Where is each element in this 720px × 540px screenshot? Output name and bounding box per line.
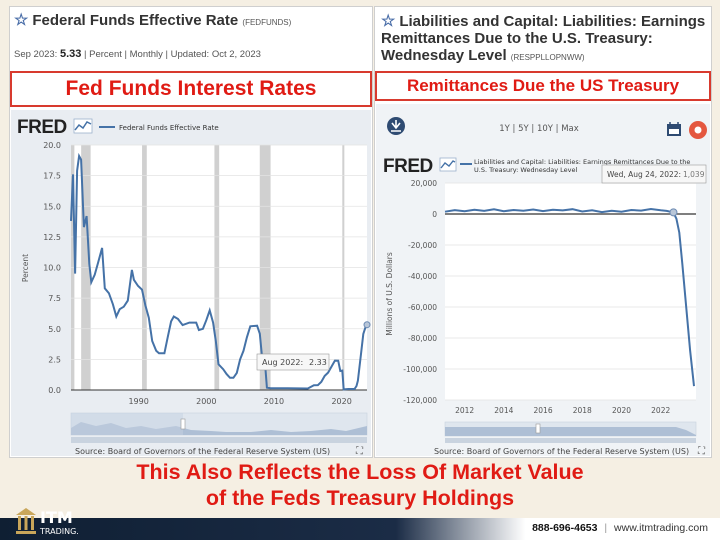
series-line-fedfunds	[70, 152, 368, 391]
range-buttons[interactable]: 1Y | 5Y | 10Y | Max	[499, 124, 579, 134]
navigator-handle[interactable]	[180, 418, 186, 430]
navigator-handle[interactable]	[535, 423, 541, 434]
x-tick-label: 1990	[128, 397, 148, 406]
caption-line-2: of the Feds Treasury Holdings	[205, 486, 515, 510]
x-tick-label: 2010	[264, 397, 284, 406]
meta-date: Sep 2023:	[14, 49, 58, 60]
tooltip: Aug 2022: 2.33	[256, 353, 330, 371]
x-tick-label: 2012	[455, 406, 474, 415]
tooltip-value: 2.33	[309, 358, 327, 367]
series-line-remittances	[444, 207, 695, 387]
y-axis-label: Percent	[21, 254, 30, 282]
plot-background	[445, 183, 696, 400]
tooltip-label: Aug 2022:	[262, 358, 303, 367]
y-tick-label: 0.0	[48, 386, 61, 395]
remittances-panel: ☆ Liabilities and Capital: Liabilities: E…	[374, 6, 712, 458]
navigator-scrollbar[interactable]	[445, 438, 696, 443]
x-tick-label: 2016	[534, 406, 553, 415]
tooltip-value: 1,039	[683, 170, 705, 179]
series-code: (FEDFUNDS)	[242, 18, 292, 27]
star-icon[interactable]: ☆	[381, 13, 396, 30]
x-tick-label: 2022	[651, 406, 670, 415]
y-tick-label: -60,000	[408, 303, 437, 312]
source-text: Source: Board of Governors of the Federa…	[75, 447, 330, 456]
right-banner: Remittances Due the US Treasury	[375, 71, 711, 101]
itm-logo: ITM TRADING.	[16, 508, 79, 536]
contact-info: 888-696-4653 | www.itmtrading.com	[532, 522, 708, 534]
x-tick-label: 2014	[494, 406, 513, 415]
x-tick-label: 2020	[612, 406, 631, 415]
gear-icon[interactable]	[689, 121, 707, 139]
fedfunds-chart: FRED Federal Funds Effective Rate 20.0 17…	[17, 117, 371, 457]
contact-separator: |	[604, 522, 608, 534]
series-code: (RESPPLLOPNWW)	[510, 53, 585, 62]
y-tick-label: -40,000	[408, 272, 437, 281]
legend-box: Liabilities and Capital: Liabilities: Ea…	[474, 158, 691, 174]
x-tick-label: 2000	[196, 397, 216, 406]
y-tick-label: 12.5	[43, 233, 61, 242]
fedfunds-panel: ☆ Federal Funds Effective Rate (FEDFUNDS)…	[9, 6, 373, 458]
y-tick-label: -80,000	[408, 334, 437, 343]
y-tick-label: 2.5	[48, 355, 61, 364]
y-tick-label: 10.0	[43, 264, 61, 273]
y-axis-label: Millions of U.S. Dollars	[385, 252, 394, 336]
source-text: Source: Board of Governors of the Federa…	[434, 447, 689, 456]
fred-logo: FRED	[383, 156, 433, 177]
range-navigator[interactable]	[70, 412, 368, 443]
navigator-series	[445, 427, 696, 436]
calendar-icon[interactable]	[667, 122, 681, 136]
legend-label: Federal Funds Effective Rate	[119, 124, 219, 132]
navigator-scrollbar[interactable]	[71, 437, 367, 443]
phone-number[interactable]: 888-696-4653	[532, 522, 598, 534]
y-tick-label: 5.0	[48, 325, 61, 334]
series-meta: Sep 2023: 5.33 | Percent | Monthly | Upd…	[14, 48, 261, 60]
y-tick-label: -100,000	[403, 365, 437, 374]
tooltip: Wed, Aug 24, 2022: 1,039	[601, 164, 707, 184]
meta-value: 5.33	[59, 48, 82, 60]
star-icon[interactable]: ☆	[14, 12, 29, 29]
navigator-mask	[71, 413, 183, 435]
download-icon[interactable]	[387, 117, 405, 135]
fred-chart-icon	[73, 118, 93, 134]
meta-details: | Percent | Monthly | Updated: Oct 2, 20…	[84, 49, 261, 60]
left-banner: Fed Funds Interest Rates	[10, 71, 372, 107]
remittances-chart-area: 1Y | 5Y | 10Y | Max FRED Liabilities and…	[376, 104, 710, 457]
fullscreen-icon[interactable]: ⛶	[697, 446, 706, 457]
x-tick-label: 2018	[573, 406, 592, 415]
slide-caption: This Also Reflects the Loss Of Market Va…	[0, 459, 720, 511]
range-navigator[interactable]	[444, 421, 697, 443]
fullscreen-icon[interactable]: ⛶	[355, 446, 364, 457]
tooltip-marker	[669, 208, 678, 217]
series-title[interactable]: Federal Funds Effective Rate	[32, 12, 239, 29]
building-icon	[16, 508, 36, 534]
y-tick-label: 20.0	[43, 141, 61, 150]
y-tick-label: -20,000	[408, 241, 437, 250]
y-tick-label: 7.5	[48, 294, 61, 303]
y-tick-label: -120,000	[403, 396, 437, 405]
y-tick-label: 17.5	[43, 172, 61, 181]
legend-label: Liabilities and Capital: Liabilities: Ea…	[474, 158, 691, 174]
fred-chart-icon	[439, 157, 457, 172]
footer-bar	[0, 518, 720, 540]
brand-sub: TRADING.	[39, 527, 79, 536]
fedfunds-chart-area: FRED Federal Funds Effective Rate 20.0 17…	[11, 110, 371, 457]
remittances-chart: 1Y | 5Y | 10Y | Max FRED Liabilities and…	[383, 117, 707, 457]
website-link[interactable]: www.itmtrading.com	[614, 522, 708, 534]
brand-name: ITM	[40, 508, 73, 527]
tooltip-marker	[363, 321, 371, 329]
fred-logo: FRED	[17, 117, 67, 138]
y-tick-label: 0	[432, 210, 437, 219]
tooltip-label: Wed, Aug 24, 2022:	[607, 170, 681, 179]
y-tick-label: 15.0	[43, 202, 61, 211]
y-tick-label: 20,000	[411, 179, 437, 188]
series-title[interactable]: Liabilities and Capital: Liabilities: Ea…	[381, 13, 706, 64]
caption-line-1: This Also Reflects the Loss Of Market Va…	[136, 460, 584, 484]
x-tick-label: 2020	[331, 397, 351, 406]
